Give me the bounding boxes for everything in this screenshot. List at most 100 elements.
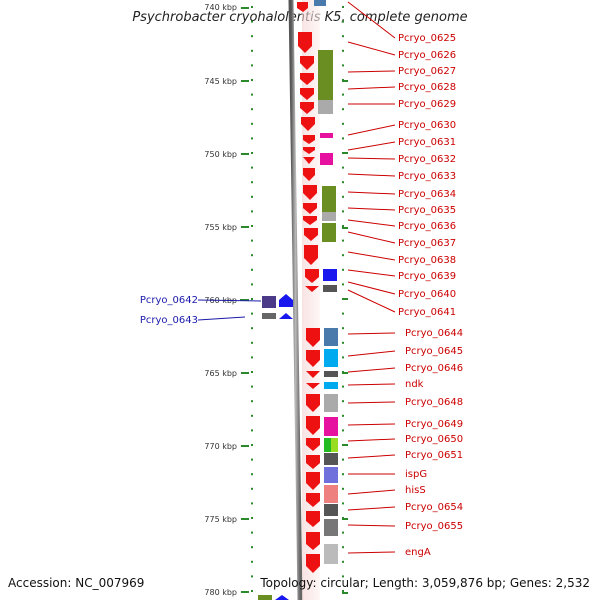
gene-label-right[interactable]: Pcryo_0649 bbox=[405, 419, 463, 430]
fwd-gene[interactable] bbox=[303, 147, 315, 154]
scale-label: 745 kbp bbox=[204, 77, 237, 86]
fwd-gene[interactable] bbox=[306, 472, 320, 490]
gene-label-right[interactable]: Pcryo_0632 bbox=[398, 154, 456, 165]
fwd-gene[interactable] bbox=[303, 168, 315, 181]
gene-label-right[interactable]: ispG bbox=[405, 469, 427, 480]
cog-block[interactable] bbox=[323, 285, 337, 292]
cog-block[interactable] bbox=[314, 0, 326, 6]
gene-label-right[interactable]: Pcryo_0635 bbox=[398, 205, 456, 216]
gene-label-right[interactable]: Pcryo_0644 bbox=[405, 328, 463, 339]
fwd-gene[interactable] bbox=[306, 532, 320, 550]
fwd-gene[interactable] bbox=[303, 135, 315, 144]
fwd-gene[interactable] bbox=[305, 269, 319, 283]
fwd-gene[interactable] bbox=[303, 216, 317, 225]
cog-block[interactable] bbox=[324, 519, 338, 536]
rev-gene[interactable] bbox=[279, 313, 293, 319]
cog-block[interactable] bbox=[324, 438, 331, 452]
cog-block[interactable] bbox=[331, 438, 338, 452]
gene-label-right[interactable]: Pcryo_0646 bbox=[405, 363, 463, 374]
gene-label-right[interactable]: Pcryo_0650 bbox=[405, 434, 463, 445]
gene-label-right[interactable]: Pcryo_0625 bbox=[398, 33, 456, 44]
gene-label-right[interactable]: Pcryo_0631 bbox=[398, 137, 456, 148]
gene-label-right[interactable]: Pcryo_0648 bbox=[405, 397, 463, 408]
cog-block[interactable] bbox=[324, 544, 338, 564]
gene-label-right[interactable]: Pcryo_0637 bbox=[398, 238, 456, 249]
cog-block[interactable] bbox=[324, 453, 338, 465]
fwd-gene[interactable] bbox=[306, 328, 320, 347]
cog-block[interactable] bbox=[322, 223, 336, 242]
gene-label-right[interactable]: Pcryo_0640 bbox=[398, 289, 456, 300]
cog-block[interactable] bbox=[324, 394, 338, 412]
gene-label-right[interactable]: ndk bbox=[405, 379, 424, 390]
gene-label-right[interactable]: Pcryo_0627 bbox=[398, 66, 456, 77]
fwd-gene[interactable] bbox=[304, 228, 318, 241]
fwd-gene[interactable] bbox=[306, 493, 320, 507]
leader-line bbox=[347, 551, 396, 554]
cog-block[interactable] bbox=[324, 382, 338, 389]
cog-block[interactable] bbox=[322, 212, 336, 221]
gene-label-right[interactable]: hisS bbox=[405, 485, 426, 496]
gene-label-right[interactable]: Pcryo_0638 bbox=[398, 255, 456, 266]
fwd-gene[interactable] bbox=[306, 455, 320, 469]
cog-block[interactable] bbox=[318, 50, 333, 100]
cog-block[interactable] bbox=[324, 467, 338, 483]
gene-label-right[interactable]: Pcryo_0636 bbox=[398, 221, 456, 232]
gene-label-right[interactable]: Pcryo_0634 bbox=[398, 189, 456, 200]
fwd-gene[interactable] bbox=[301, 117, 315, 131]
gene-label-right[interactable]: Pcryo_0628 bbox=[398, 82, 456, 93]
rev-cog-block[interactable] bbox=[262, 313, 276, 319]
cog-block[interactable] bbox=[324, 371, 338, 377]
cog-block[interactable] bbox=[318, 100, 333, 114]
gene-label-right[interactable]: Pcryo_0651 bbox=[405, 450, 463, 461]
fwd-gene[interactable] bbox=[297, 2, 308, 12]
cog-block[interactable] bbox=[322, 186, 336, 212]
gene-label-right[interactable]: Pcryo_0629 bbox=[398, 99, 456, 110]
fwd-gene[interactable] bbox=[306, 438, 320, 451]
fwd-gene[interactable] bbox=[303, 203, 317, 214]
fwd-gene[interactable] bbox=[300, 73, 314, 85]
fwd-gene[interactable] bbox=[306, 350, 320, 367]
cog-block[interactable] bbox=[320, 153, 333, 165]
gene-label-right[interactable]: Pcryo_0654 bbox=[405, 502, 463, 513]
tick-dot bbox=[251, 64, 253, 67]
fwd-gene[interactable] bbox=[306, 416, 320, 435]
fwd-gene[interactable] bbox=[298, 32, 312, 53]
fwd-gene[interactable] bbox=[303, 157, 315, 164]
major-tick bbox=[342, 372, 348, 374]
tick-dot bbox=[342, 49, 344, 52]
cog-block[interactable] bbox=[324, 328, 338, 346]
fwd-gene[interactable] bbox=[306, 383, 320, 389]
gene-label-right[interactable]: Pcryo_0633 bbox=[398, 171, 456, 182]
rev-gene[interactable] bbox=[279, 294, 293, 307]
fwd-gene[interactable] bbox=[306, 554, 320, 573]
cog-block[interactable] bbox=[324, 417, 338, 436]
fwd-gene[interactable] bbox=[303, 185, 317, 200]
fwd-gene[interactable] bbox=[300, 102, 314, 114]
rev-gene[interactable] bbox=[275, 595, 289, 600]
gene-label-right[interactable]: Pcryo_0630 bbox=[398, 120, 456, 131]
cog-block[interactable] bbox=[320, 133, 333, 138]
fwd-gene[interactable] bbox=[306, 394, 320, 412]
gene-label-right[interactable]: Pcryo_0641 bbox=[398, 307, 456, 318]
fwd-gene[interactable] bbox=[305, 286, 319, 292]
gene-label-right[interactable]: Pcryo_0639 bbox=[398, 271, 456, 282]
rev-cog-block[interactable] bbox=[262, 296, 276, 308]
gene-label-right[interactable]: Pcryo_0655 bbox=[405, 521, 463, 532]
cog-block[interactable] bbox=[324, 349, 338, 367]
tick-dot bbox=[251, 458, 253, 461]
cog-block[interactable] bbox=[324, 485, 338, 503]
fwd-gene[interactable] bbox=[300, 88, 314, 100]
gene-label-right[interactable]: Pcryo_0626 bbox=[398, 50, 456, 61]
gene-label-left[interactable]: Pcryo_0642 bbox=[140, 295, 198, 306]
fwd-gene[interactable] bbox=[304, 245, 318, 265]
gene-label-right[interactable]: engA bbox=[405, 547, 431, 558]
rev-cog-block[interactable] bbox=[258, 595, 272, 600]
fwd-gene[interactable] bbox=[306, 511, 320, 527]
gene-label-right[interactable]: Pcryo_0645 bbox=[405, 346, 463, 357]
cog-block[interactable] bbox=[323, 269, 337, 281]
gene-label-left[interactable]: Pcryo_0643 bbox=[140, 315, 198, 326]
cog-block[interactable] bbox=[324, 504, 338, 516]
fwd-gene[interactable] bbox=[300, 56, 314, 70]
fwd-gene[interactable] bbox=[306, 371, 320, 378]
tick-dot bbox=[251, 429, 253, 432]
